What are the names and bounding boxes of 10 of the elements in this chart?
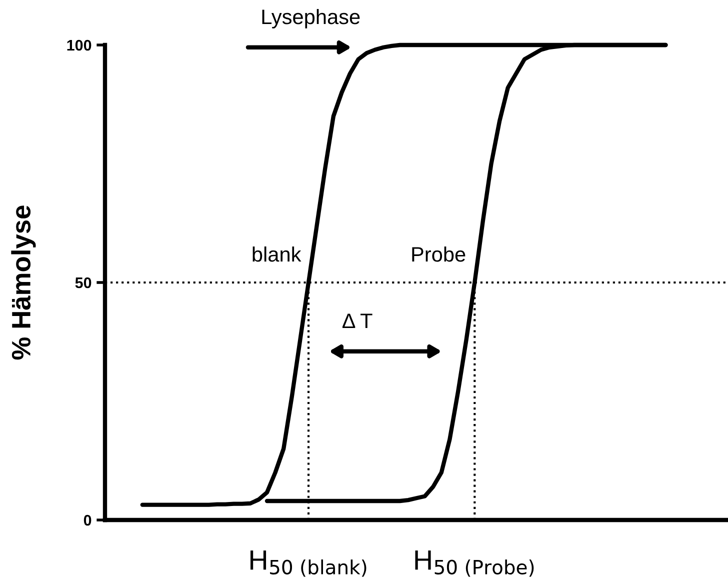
text: Lysephase (262, 8, 360, 28)
annotation: Δ T (342, 314, 372, 328)
y-tick-label: 50 (75, 277, 92, 288)
x-tick-label: H$_{50 (Probe)}$ (415, 550, 534, 577)
annotation: Probe (412, 246, 466, 262)
y-tick-label: 0 (84, 514, 92, 526)
y-tick-label: 100 (67, 40, 92, 51)
annotation: blank (252, 246, 302, 262)
y-axis-title: % Hämolyse (11, 206, 36, 360)
x-tick-label: H$_{50 (blank)}$ (250, 550, 366, 577)
